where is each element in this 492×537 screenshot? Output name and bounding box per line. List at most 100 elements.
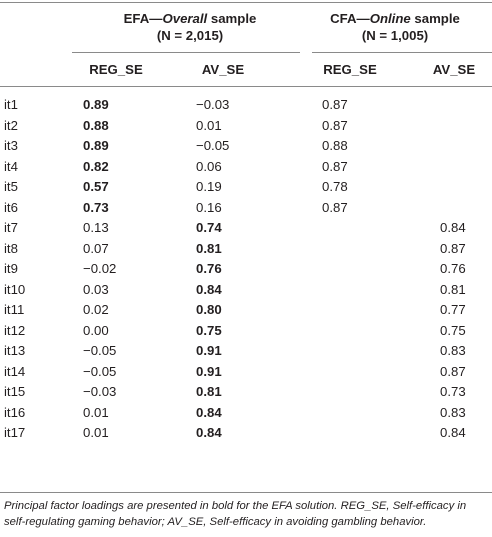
cell-cfa-reg-se (312, 341, 420, 362)
cell-efa-reg-se: 0.03 (83, 281, 109, 297)
efa-group-header: EFA—Overall sample (N = 2,015) (70, 10, 310, 44)
cell-efa-av-se: 0.01 (196, 117, 222, 133)
cell-cfa-reg-se: 0.78 (322, 179, 348, 194)
cell-efa-reg-se: −0.05 (83, 363, 117, 379)
cell-efa-av-se: 0.75 (196, 322, 222, 338)
cell-cfa-av-se: 0.83 (440, 343, 466, 358)
row-item-label: it14 (4, 363, 26, 379)
efa-title: EFA—Overall sample (123, 11, 257, 26)
cell-efa-av-se: 0.91 (196, 363, 222, 379)
cfa-group-rule (312, 52, 492, 53)
table-row: it2 0.88 0.01 0.87 (0, 116, 492, 137)
cell-efa-reg-se: 0.01 (83, 425, 109, 440)
table-footnote: Principal factor loadings are presented … (4, 500, 467, 528)
cell-cfa-av-se: 0.87 (440, 240, 466, 256)
cell-cfa-reg-se (312, 218, 420, 239)
cell-cfa-av-se: 0.87 (440, 363, 466, 379)
cell-cfa-reg-se (312, 259, 420, 280)
cell-efa-av-se: 0.84 (196, 425, 222, 440)
cell-efa-reg-se: 0.02 (83, 302, 109, 317)
table-row: it13 −0.05 0.91 0.83 (0, 341, 492, 362)
table-row: it1 0.89 −0.03 0.87 (0, 95, 492, 116)
cell-efa-av-se: 0.84 (196, 281, 222, 297)
cell-efa-av-se: −0.05 (196, 138, 230, 153)
cell-cfa-av-se: 0.75 (440, 322, 466, 338)
cell-efa-reg-se: 0.88 (83, 117, 109, 133)
cell-efa-av-se: 0.81 (196, 384, 222, 399)
cell-efa-av-se: 0.81 (196, 240, 222, 256)
efa-sample-size: (N = 2,015) (156, 28, 224, 43)
table-row: it6 0.73 0.16 0.87 (0, 198, 492, 219)
cell-cfa-reg-se (312, 280, 420, 301)
header-rule (0, 86, 492, 87)
table-row: it5 0.57 0.19 0.78 (0, 177, 492, 198)
col-efa-av-se: AV_SE (201, 62, 245, 77)
cell-cfa-av-se (420, 136, 492, 157)
table-row: it9 −0.02 0.76 0.76 (0, 259, 492, 280)
cell-cfa-av-se (420, 177, 492, 198)
row-item-label: it11 (4, 302, 25, 317)
cell-cfa-reg-se: 0.87 (322, 199, 348, 215)
cell-cfa-reg-se: 0.88 (322, 138, 348, 153)
cell-cfa-reg-se (312, 239, 420, 260)
cell-efa-av-se: 0.80 (196, 302, 222, 317)
cell-cfa-reg-se (312, 403, 420, 424)
cell-cfa-reg-se (312, 423, 420, 444)
row-item-label: it9 (4, 261, 18, 276)
cell-efa-reg-se: 0.07 (83, 240, 109, 256)
row-item-label: it4 (4, 158, 18, 174)
cell-efa-av-se: −0.03 (196, 97, 230, 112)
cell-cfa-reg-se: 0.87 (322, 117, 348, 133)
table-row: it8 0.07 0.81 0.87 (0, 239, 492, 260)
row-item-label: it1 (4, 97, 18, 112)
col-cfa-av-se: AV_SE (432, 62, 476, 77)
cell-efa-reg-se: 0.89 (83, 138, 109, 153)
table-row: it17 0.01 0.84 0.84 (0, 423, 492, 444)
cell-efa-av-se: 0.16 (196, 199, 222, 215)
table-row: it12 0.00 0.75 0.75 (0, 321, 492, 342)
cfa-title: CFA—Online sample (330, 11, 460, 26)
cell-cfa-av-se (420, 95, 492, 116)
cell-cfa-av-se (420, 157, 492, 178)
table-row: it4 0.82 0.06 0.87 (0, 157, 492, 178)
cell-efa-av-se: 0.76 (196, 261, 222, 276)
cell-cfa-av-se: 0.81 (440, 281, 466, 297)
cell-efa-reg-se: 0.82 (83, 158, 109, 174)
row-item-label: it10 (4, 281, 26, 297)
cell-efa-av-se: 0.19 (196, 179, 222, 194)
row-item-label: it7 (4, 220, 18, 235)
table-row: it15 −0.03 0.81 0.73 (0, 382, 492, 403)
cell-efa-reg-se: −0.03 (83, 384, 117, 399)
cell-efa-reg-se: 0.73 (83, 199, 109, 215)
cell-cfa-reg-se (312, 321, 420, 342)
efa-group-rule (72, 52, 300, 53)
table-row: it16 0.01 0.84 0.83 (0, 403, 492, 424)
row-item-label: it13 (4, 343, 26, 358)
cell-efa-av-se: 0.84 (196, 404, 222, 420)
cell-cfa-av-se (420, 198, 492, 219)
row-item-label: it16 (4, 404, 26, 420)
cell-efa-av-se: 0.91 (196, 343, 222, 358)
cell-cfa-reg-se: 0.87 (322, 158, 348, 174)
cell-efa-reg-se: −0.02 (83, 261, 117, 276)
cell-cfa-av-se: 0.73 (440, 384, 466, 399)
row-item-label: it15 (4, 384, 26, 399)
cell-efa-reg-se: 0.01 (83, 404, 109, 420)
cell-efa-reg-se: 0.57 (83, 179, 109, 194)
row-item-label: it8 (4, 240, 18, 256)
bottom-rule (0, 492, 492, 493)
cell-efa-av-se: 0.74 (196, 220, 222, 235)
cell-cfa-reg-se (312, 382, 420, 403)
cell-cfa-av-se (420, 116, 492, 137)
cell-cfa-av-se: 0.84 (440, 220, 466, 235)
col-cfa-reg-se: REG_SE (323, 62, 377, 77)
row-item-label: it6 (4, 199, 18, 215)
top-rule (0, 2, 492, 3)
col-efa-reg-se: REG_SE (89, 62, 143, 77)
table-row: it10 0.03 0.84 0.81 (0, 280, 492, 301)
table-row: it7 0.13 0.74 0.84 (0, 218, 492, 239)
cell-cfa-av-se: 0.76 (440, 261, 466, 276)
cfa-sample-size: (N = 1,005) (361, 28, 429, 43)
row-item-label: it2 (4, 117, 18, 133)
